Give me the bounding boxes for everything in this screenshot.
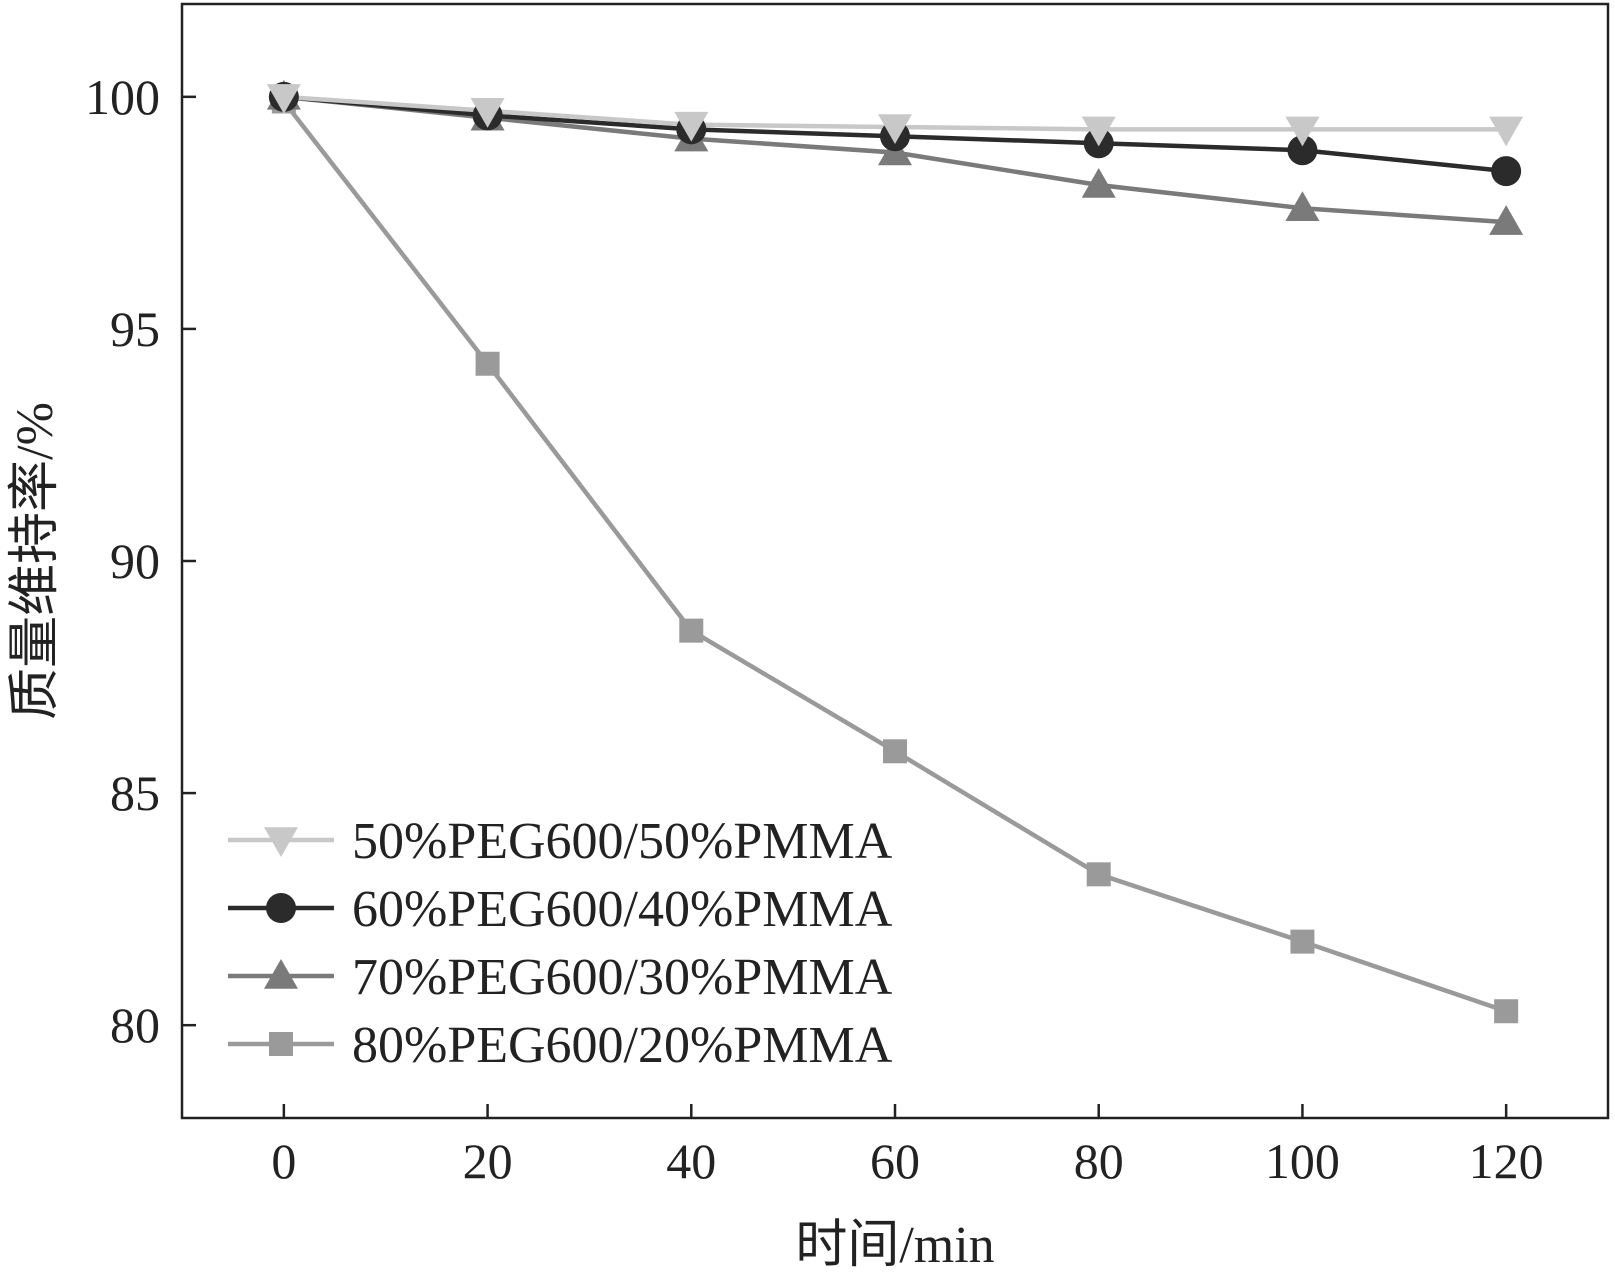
x-tick-label: 80	[1074, 1133, 1124, 1189]
legend-label-2: 60%PEG600/40%PMMA	[352, 881, 893, 938]
data-point-s3-120	[1489, 205, 1524, 235]
data-point-s1-60	[878, 114, 912, 145]
legend-marker-2	[266, 893, 296, 923]
x-tick-label: 20	[463, 1133, 513, 1189]
legend-marker-4	[269, 1032, 293, 1056]
legend-label-4: 80%PEG600/20%PMMA	[352, 1017, 893, 1074]
y-tick-label: 80	[110, 997, 160, 1053]
x-tick-label: 60	[870, 1133, 920, 1189]
y-tick-label: 95	[110, 301, 160, 357]
legend-marker-1	[264, 827, 298, 857]
x-tick-label: 40	[666, 1133, 716, 1189]
data-point-s1-20	[470, 98, 505, 128]
data-point-s4-80	[1086, 862, 1111, 887]
data-point-s4-100	[1290, 929, 1315, 954]
x-axis-title: 时间/min	[795, 1217, 994, 1274]
data-point-s1-80	[1081, 116, 1116, 147]
legend-marker-3	[264, 959, 298, 989]
y-tick-label: 100	[85, 69, 160, 125]
data-point-s4-20	[475, 351, 500, 376]
data-point-s3-80	[1081, 168, 1116, 198]
data-point-s1-0	[266, 84, 301, 114]
data-point-s1-40	[674, 111, 709, 142]
y-axis-title: 质量维持率/%	[7, 402, 64, 720]
legend-label-1: 50%PEG600/50%PMMA	[352, 813, 893, 870]
data-point-s3-100	[1285, 191, 1320, 221]
data-point-s2-120	[1491, 156, 1522, 187]
x-tick-label: 0	[271, 1133, 296, 1189]
data-point-s1-100	[1285, 116, 1320, 147]
data-point-s4-120	[1494, 999, 1519, 1024]
data-point-s1-120	[1489, 116, 1524, 147]
data-point-s4-40	[679, 618, 704, 643]
data-point-s4-60	[883, 739, 907, 764]
data-point-s2-100	[1287, 135, 1318, 166]
legend-label-3: 70%PEG600/30%PMMA	[352, 949, 893, 1006]
y-tick-label: 85	[110, 765, 160, 821]
x-tick-label: 120	[1469, 1133, 1544, 1189]
x-tick-label: 100	[1265, 1133, 1340, 1189]
y-tick-label: 90	[110, 533, 160, 589]
series-line-4	[282, 100, 1507, 1014]
